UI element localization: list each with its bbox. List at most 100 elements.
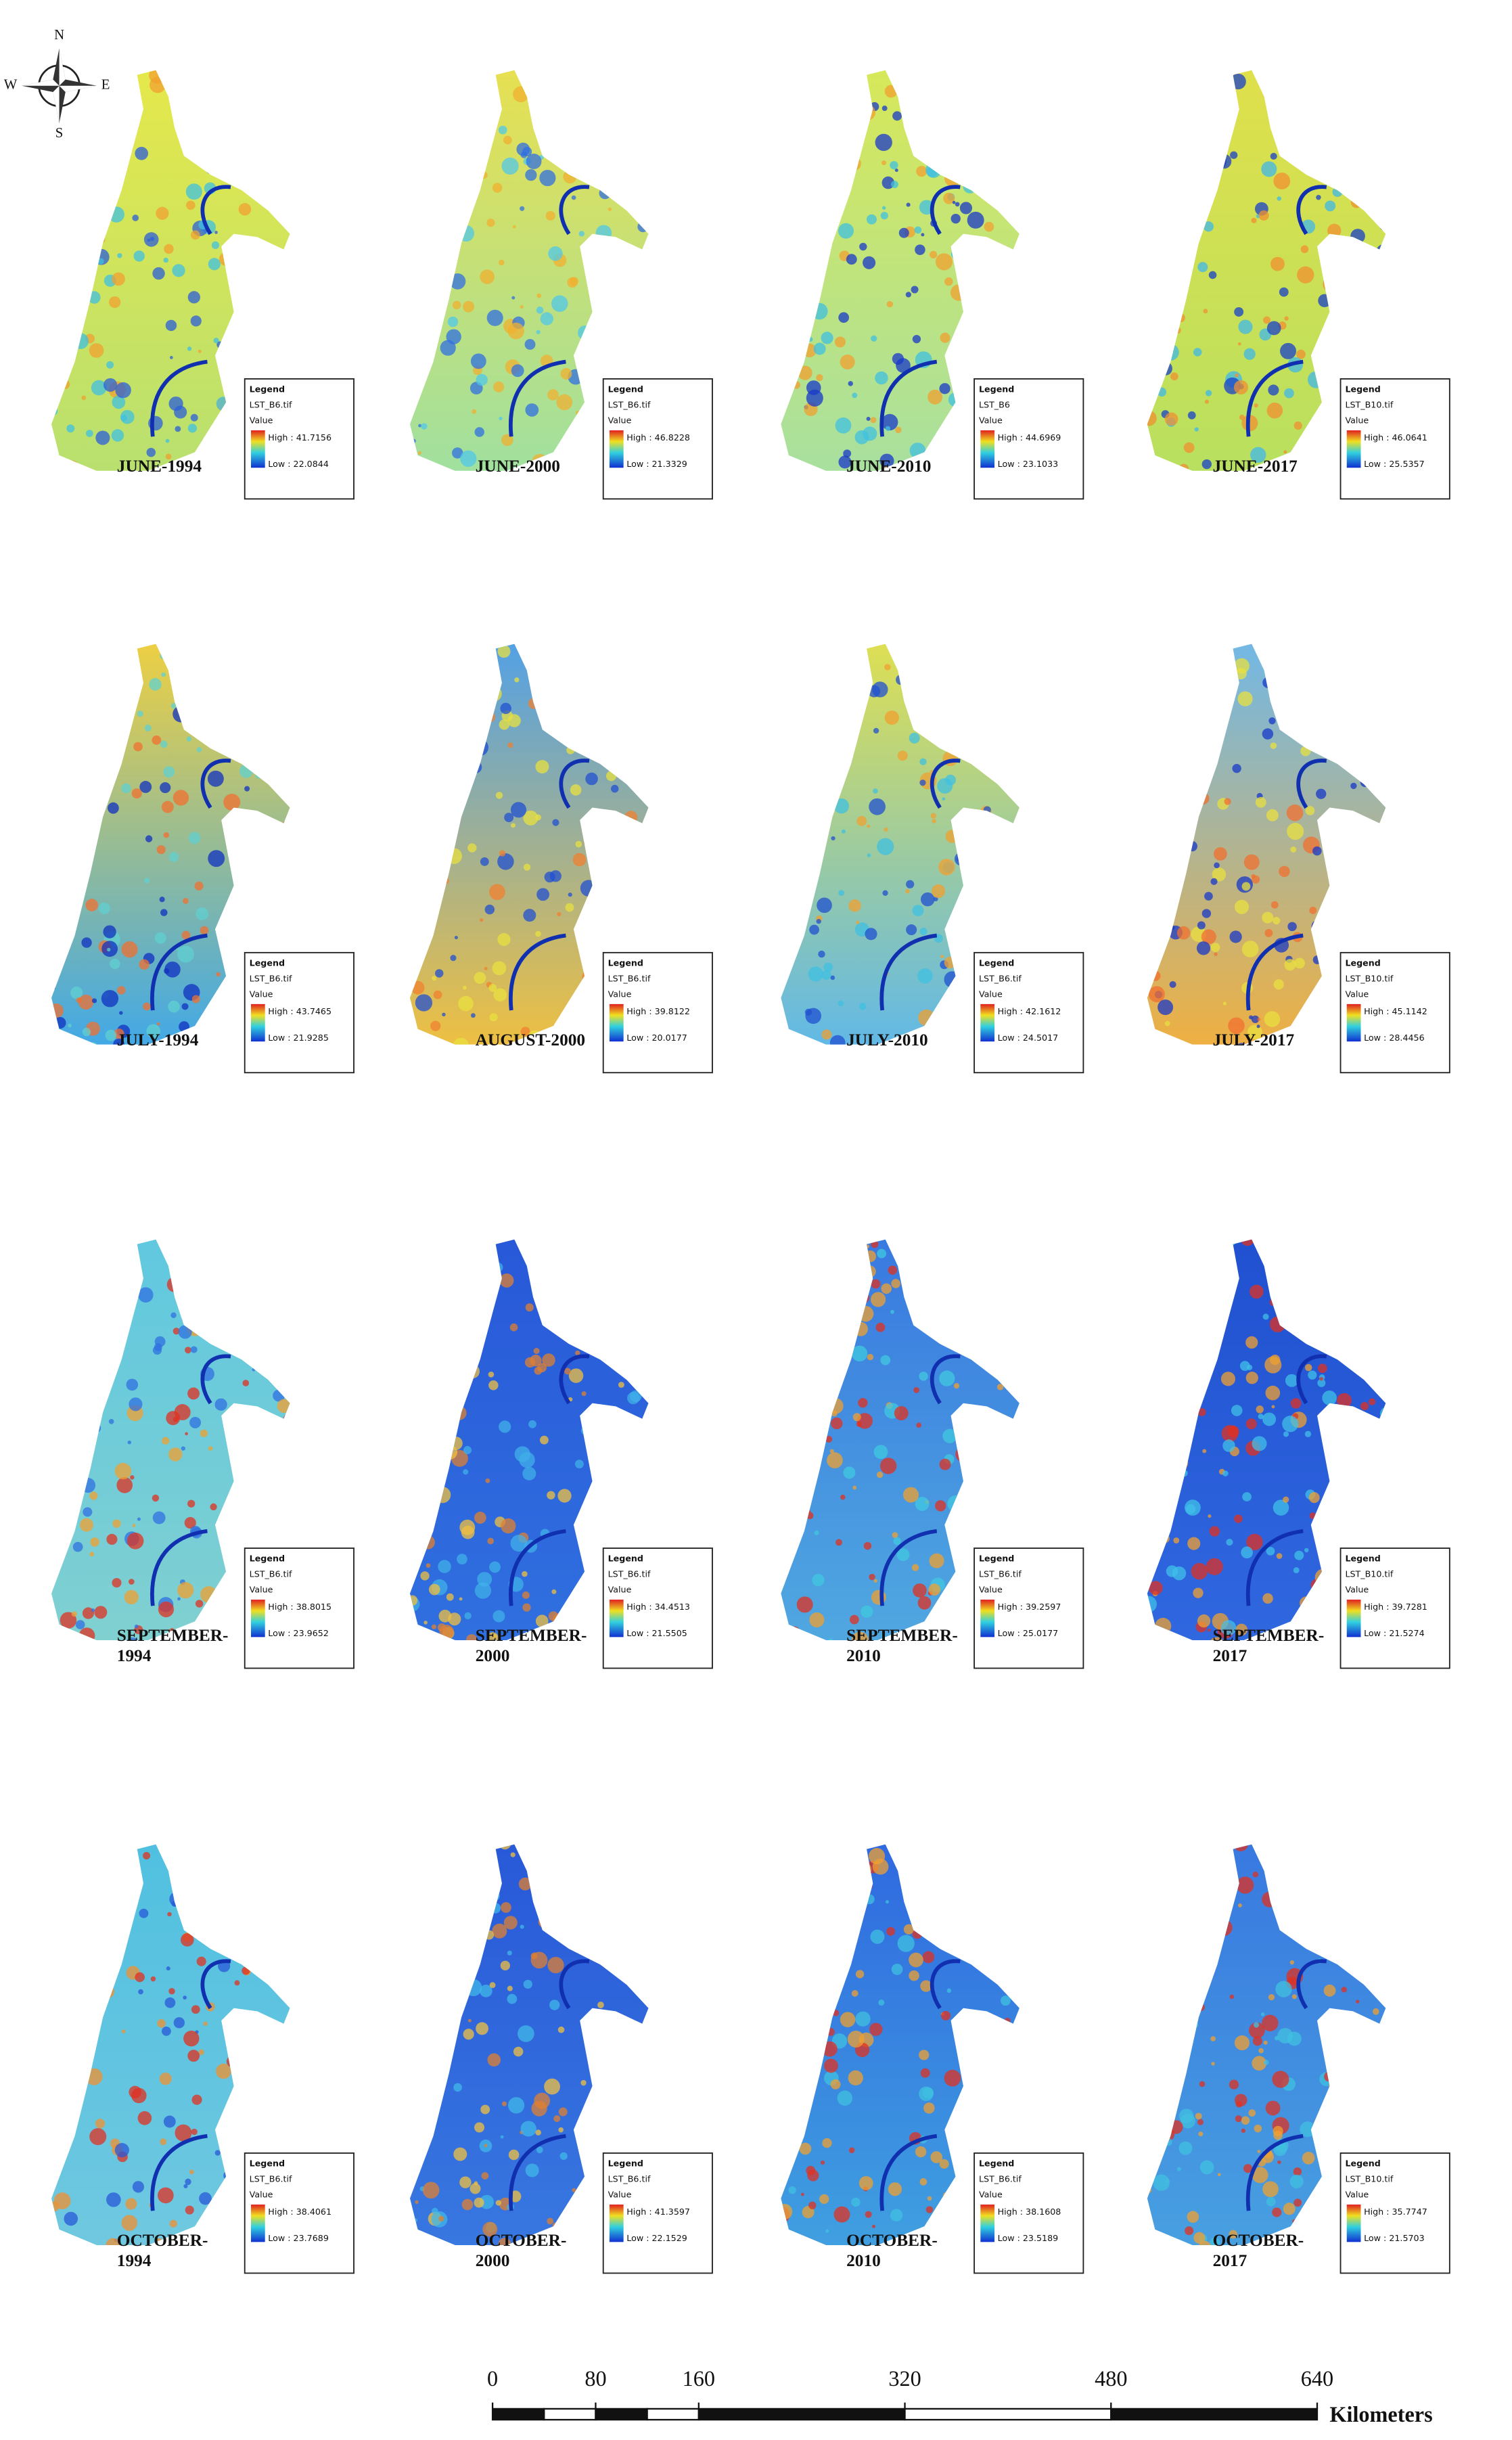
map-speckle: [605, 1342, 612, 1350]
map-speckle: [293, 2082, 298, 2087]
map-speckle: [86, 1960, 104, 1976]
map-speckle: [1175, 1046, 1179, 1050]
map-speckle: [274, 930, 290, 946]
map-speckle: [821, 643, 829, 646]
map-speckle: [997, 181, 1015, 198]
map-speckle: [1007, 1313, 1020, 1328]
map-speckle: [1279, 681, 1289, 692]
map-speckle: [1375, 154, 1386, 166]
map-speckle: [459, 1519, 476, 1535]
map-speckle: [589, 1417, 601, 1428]
map-speckle: [1371, 1321, 1379, 1329]
map-speckle: [880, 212, 888, 220]
map-speckle: [825, 2229, 829, 2233]
map-speckle: [944, 971, 961, 988]
map-speckle: [83, 1370, 96, 1383]
map-speckle: [912, 1928, 923, 1939]
map-speckle: [837, 2090, 853, 2106]
map-speckle: [51, 1366, 60, 1382]
map-speckle: [183, 897, 189, 904]
map-speckle: [968, 1568, 972, 1572]
map-speckle: [447, 658, 457, 667]
map-speckle: [1324, 410, 1335, 422]
map-speckle: [1283, 2202, 1296, 2215]
map-speckle: [863, 256, 876, 269]
map-speckle: [905, 888, 910, 894]
map-speckle: [1181, 717, 1193, 728]
map-speckle: [143, 1002, 151, 1011]
map-speckle: [984, 221, 994, 232]
map-speckle: [1235, 668, 1247, 680]
map-speckle: [461, 2198, 474, 2211]
map-speckle: [890, 2209, 903, 2222]
map-speckle: [1251, 217, 1257, 223]
map-speckle: [409, 72, 417, 89]
map-speckle: [93, 694, 106, 707]
map-speckle: [87, 683, 101, 696]
panel-label: 2010: [846, 2251, 881, 2270]
map-speckle: [825, 1435, 833, 1443]
map-speckle: [592, 1239, 608, 1250]
map-speckle: [51, 986, 55, 990]
map-speckle: [944, 2227, 949, 2232]
map-speckle: [1263, 2040, 1268, 2045]
map-speckle: [941, 2010, 951, 2020]
map-speckle: [166, 1277, 183, 1292]
map-speckle: [1005, 859, 1018, 874]
map-speckle: [982, 896, 986, 900]
map-speckle: [556, 697, 563, 703]
map-speckle: [603, 662, 618, 677]
map-speckle: [200, 926, 209, 935]
map-speckle: [1309, 906, 1317, 914]
map-speckle: [265, 312, 272, 319]
map-speckle: [432, 976, 437, 981]
map-speckle: [63, 1976, 73, 1986]
map-speckle: [499, 1844, 511, 1850]
map-speckle: [1322, 1391, 1337, 1405]
map-speckle: [477, 656, 492, 672]
map-speckle: [536, 293, 542, 298]
map-speckle: [859, 242, 867, 251]
map-speckle: [1161, 1534, 1170, 1543]
map-speckle: [426, 687, 434, 696]
map-speckle: [91, 198, 104, 212]
legend-high: High : 38.1608: [998, 2207, 1061, 2217]
map-speckle: [1192, 1852, 1199, 1859]
legend-heading: Legend: [1345, 1554, 1380, 1564]
scale-segment: [1110, 2408, 1319, 2421]
map-speckle: [801, 2008, 815, 2023]
map-speckle: [863, 1541, 872, 1550]
map-speckle: [965, 685, 980, 701]
map-speckle: [177, 945, 194, 963]
map-speckle: [792, 381, 801, 389]
map-speckle: [536, 2146, 543, 2154]
map-speckle: [51, 1405, 53, 1411]
map-speckle: [453, 70, 469, 82]
map-speckle: [1256, 1405, 1264, 1414]
map-speckle: [1022, 849, 1028, 856]
map-speckle: [1015, 2094, 1020, 2103]
map-speckle: [181, 1317, 186, 1321]
map-speckle: [1325, 1447, 1329, 1452]
map-speckle: [54, 1437, 65, 1448]
legend-low: Low : 21.5703: [1364, 2233, 1425, 2243]
map-speckle: [523, 810, 539, 826]
map-speckle: [545, 702, 556, 713]
map-speckle: [894, 1240, 904, 1250]
map-speckle: [1147, 2219, 1151, 2226]
panel-label: JULY-1994: [117, 1031, 199, 1049]
map-speckle: [1327, 1582, 1337, 1592]
map-speckle: [1374, 932, 1386, 947]
map-speckle: [1187, 2211, 1199, 2223]
map-speckle: [418, 424, 422, 428]
map-speckle: [446, 1593, 454, 1601]
map-speckle: [798, 699, 806, 706]
map-speckle: [991, 242, 997, 248]
map-speckle: [73, 2069, 79, 2075]
map-speckle: [457, 1554, 467, 1565]
map-speckle: [796, 1596, 813, 1613]
map-speckle: [106, 361, 114, 369]
map-speckle: [83, 1507, 93, 1517]
map-speckle: [1238, 1903, 1242, 1907]
